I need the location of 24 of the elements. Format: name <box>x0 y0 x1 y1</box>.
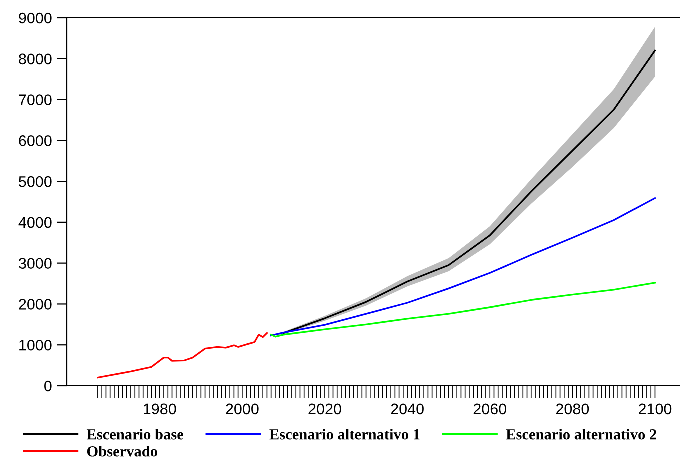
legend-label: Observado <box>87 446 158 457</box>
line-series <box>270 282 656 338</box>
x-tick-label: 2060 <box>474 404 507 415</box>
legend-label: Escenario base <box>86 429 184 440</box>
x-tick-label: 2040 <box>391 404 424 415</box>
y-tick-label: 8000 <box>19 54 52 65</box>
legend-label: Escenario alternativo 1 <box>270 429 420 440</box>
y-tick-label: 4000 <box>18 217 52 228</box>
y-tick-label: 1000 <box>20 340 52 351</box>
x-tick-label: 2000 <box>226 404 259 415</box>
x-tick-label: 2020 <box>308 404 342 415</box>
y-tick-label: 9000 <box>19 12 52 24</box>
y-tick-label: 3000 <box>19 258 52 270</box>
y-tick-label: 5000 <box>19 176 52 188</box>
line-series <box>97 332 268 379</box>
y-tick-label: 7000 <box>19 94 52 106</box>
y-tick-label: 6000 <box>19 136 52 146</box>
line-series <box>270 197 656 337</box>
legend-label: Escenario alternativo 2 <box>506 429 656 440</box>
y-tick-label: 0 <box>44 380 52 392</box>
x-tick-label: 1980 <box>144 404 176 415</box>
x-tick-label: 2100 <box>639 404 672 415</box>
y-tick-label: 2000 <box>19 299 52 310</box>
x-tick-label: 2080 <box>556 404 590 415</box>
